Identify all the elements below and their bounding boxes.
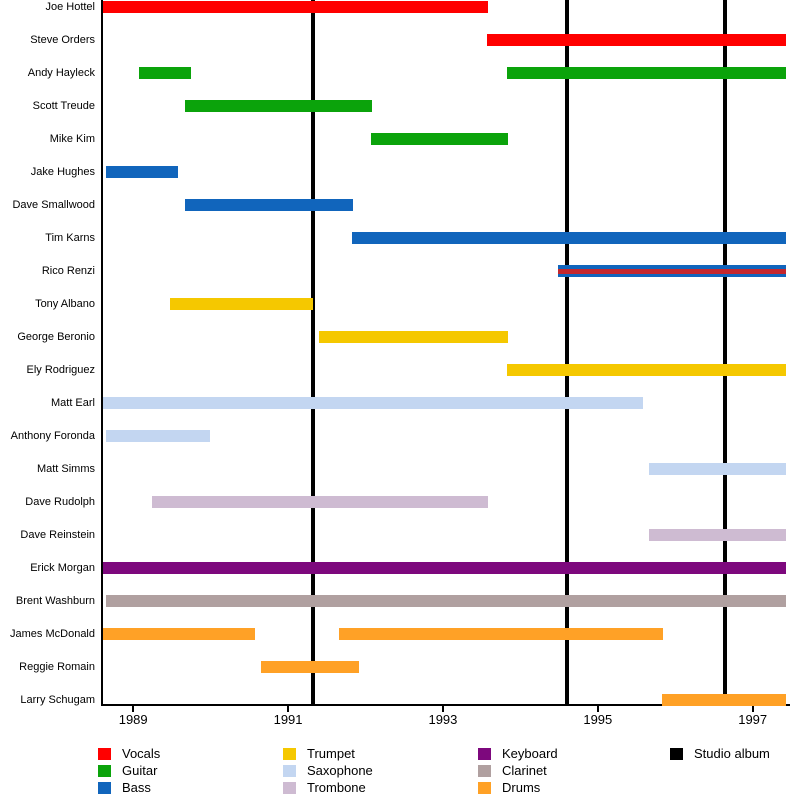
member-label: Ely Rodriguez	[26, 364, 95, 376]
member-bar	[103, 1, 488, 13]
member-bar	[487, 34, 786, 46]
legend-item-label: Keyboard	[502, 746, 558, 761]
legend-swatch	[283, 765, 296, 777]
member-bar	[319, 331, 508, 343]
studio-album-marker-line	[564, 0, 569, 705]
x-axis-tick	[287, 705, 290, 712]
studio-album-marker-line	[310, 0, 315, 705]
legend-swatch	[478, 782, 491, 794]
legend-swatch	[283, 782, 296, 794]
y-axis-line	[101, 0, 103, 706]
legend-item-label: Vocals	[122, 746, 161, 761]
member-bar	[507, 364, 786, 376]
legend-item-label: Guitar	[122, 763, 158, 778]
x-axis-tick	[596, 705, 599, 712]
member-bar	[106, 595, 786, 607]
legend-swatch	[98, 782, 111, 794]
member-label: Andy Hayleck	[27, 67, 95, 79]
x-axis-tick	[441, 705, 444, 712]
member-label: Jake Hughes	[30, 166, 95, 178]
x-axis-tick-label: 1997	[738, 712, 768, 727]
member-label: Tim Karns	[45, 232, 95, 244]
member-bar	[648, 463, 786, 475]
member-label: Joe Hottel	[45, 1, 95, 13]
x-axis-tick-label: 1991	[273, 712, 303, 727]
legend-swatch	[283, 748, 296, 760]
member-label: Dave Smallwood	[12, 199, 95, 211]
studio-album-marker-line	[722, 0, 727, 705]
legend-item-label: Trumpet	[307, 746, 355, 761]
member-label: Rico Renzi	[41, 265, 95, 277]
member-bar	[103, 628, 255, 640]
member-label: Anthony Foronda	[10, 430, 95, 442]
legend-item-label: Clarinet	[502, 763, 547, 778]
member-bar	[558, 265, 786, 277]
x-axis-tick-label: 1993	[428, 712, 458, 727]
member-label: Dave Rudolph	[25, 496, 95, 508]
member-bar	[170, 298, 313, 310]
member-bar	[507, 67, 786, 79]
legend-item-label: Trombone	[307, 780, 366, 795]
legend-swatch	[478, 748, 491, 760]
member-label: Brent Washburn	[15, 595, 95, 607]
x-axis-tick-label: 1995	[583, 712, 613, 727]
member-label: Matt Earl	[50, 397, 95, 409]
x-axis-tick	[751, 705, 754, 712]
member-bar	[352, 232, 786, 244]
member-bar	[185, 100, 372, 112]
member-bar	[151, 496, 488, 508]
member-label: Larry Schugam	[20, 694, 95, 706]
x-axis-line	[101, 704, 790, 706]
legend-swatch	[670, 748, 683, 760]
member-bar	[339, 628, 663, 640]
member-label: Dave Reinstein	[20, 529, 95, 541]
member-label: George Beronio	[17, 331, 95, 343]
member-bar	[260, 661, 360, 673]
legend-swatch	[98, 765, 111, 777]
legend-item-label: Bass	[122, 780, 151, 795]
member-label: Mike Kim	[49, 133, 95, 145]
member-label: James McDonald	[10, 628, 95, 640]
x-axis-tick	[132, 705, 135, 712]
member-bar	[370, 133, 508, 145]
member-label: Steve Orders	[30, 34, 95, 46]
member-label: Reggie Romain	[19, 661, 95, 673]
member-label: Scott Treude	[32, 100, 95, 112]
member-bar	[662, 694, 786, 706]
member-bar-overlay	[558, 268, 786, 274]
legend-item-label: Studio album	[694, 746, 770, 761]
legend-swatch	[98, 748, 111, 760]
x-axis-tick-label: 1989	[118, 712, 148, 727]
member-bar	[648, 529, 786, 541]
member-label: Erick Morgan	[30, 562, 95, 574]
member-label: Matt Simms	[36, 463, 95, 475]
legend-swatch	[478, 765, 491, 777]
member-bar	[106, 430, 210, 442]
member-bar	[103, 397, 643, 409]
legend-item-label: Drums	[502, 780, 541, 795]
member-label: Tony Albano	[35, 298, 95, 310]
member-bar	[103, 562, 786, 574]
legend-item-label: Saxophone	[307, 763, 373, 778]
member-bar	[106, 166, 179, 178]
member-bar	[138, 67, 192, 79]
member-bar	[185, 199, 354, 211]
